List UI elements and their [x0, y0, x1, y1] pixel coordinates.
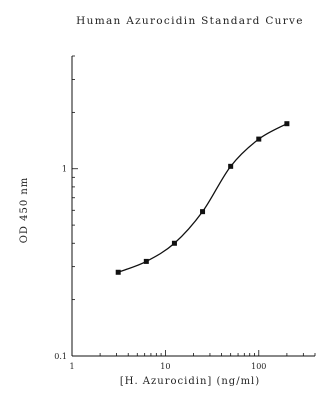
chart-title: Human Azurocidin Standard Curve	[76, 15, 304, 27]
fitted-curve	[117, 123, 288, 273]
y-tick-label: 1	[62, 165, 67, 174]
data-point	[200, 209, 206, 215]
data-points	[115, 121, 290, 275]
x-tick-label: 100	[251, 362, 266, 371]
data-point	[115, 269, 121, 275]
data-point	[171, 240, 177, 246]
x-tick-label: 10	[160, 362, 170, 371]
data-point	[284, 121, 290, 127]
y-axis-label: OD 450 nm	[19, 177, 30, 244]
data-point	[256, 136, 262, 142]
y-tick-label: 0.1	[54, 352, 67, 361]
x-tick-label: 1	[69, 362, 74, 371]
axes	[71, 56, 315, 357]
data-point	[228, 163, 234, 169]
x-axis-label: [H. Azurocidin] (ng/ml)	[120, 376, 260, 387]
data-point	[143, 258, 149, 264]
